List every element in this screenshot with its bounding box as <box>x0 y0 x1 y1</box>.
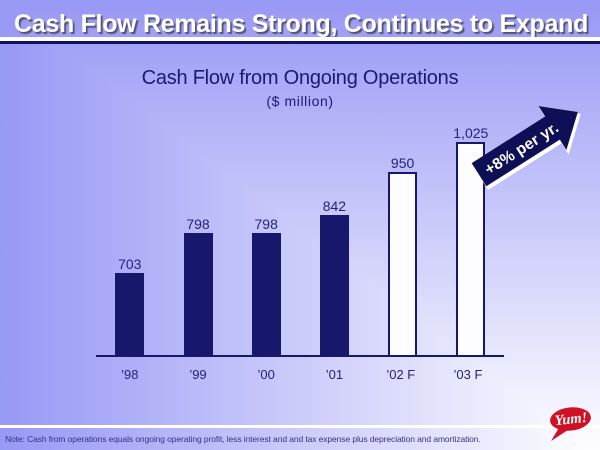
svg-text:Yum!: Yum! <box>554 410 588 429</box>
